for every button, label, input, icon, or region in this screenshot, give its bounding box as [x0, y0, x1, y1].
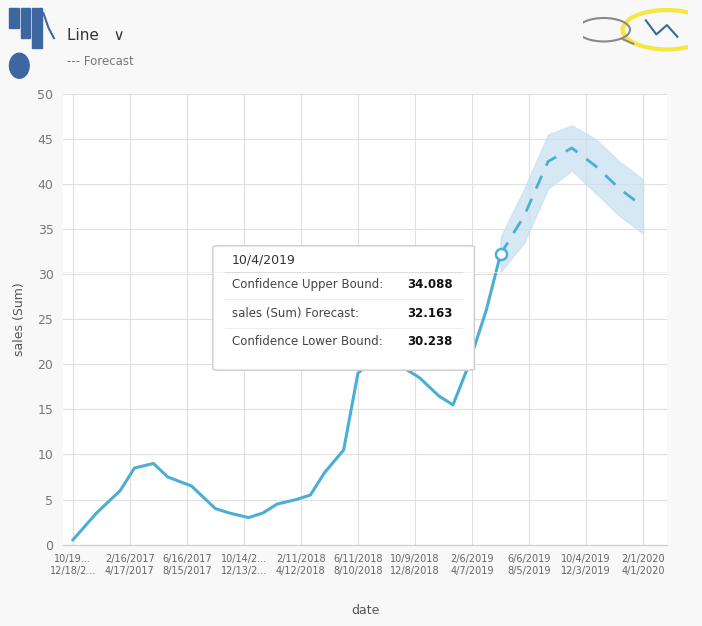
Bar: [32, 8, 42, 48]
Bar: [9, 8, 19, 28]
FancyBboxPatch shape: [213, 246, 475, 370]
Text: --- Forecast: --- Forecast: [67, 55, 133, 68]
Text: 30.238: 30.238: [408, 336, 453, 349]
Text: 34.088: 34.088: [407, 278, 453, 290]
Text: sales (Sum) Forecast:: sales (Sum) Forecast:: [232, 307, 359, 319]
Text: Confidence Lower Bound:: Confidence Lower Bound:: [232, 336, 383, 349]
Y-axis label: sales (Sum): sales (Sum): [13, 282, 27, 356]
Text: Confidence Upper Bound:: Confidence Upper Bound:: [232, 278, 383, 290]
X-axis label: date: date: [351, 603, 379, 617]
Text: 10/4/2019: 10/4/2019: [232, 254, 296, 267]
Bar: [21, 8, 30, 38]
Circle shape: [10, 53, 29, 78]
Text: 32.163: 32.163: [408, 307, 453, 319]
Text: Line   ∨: Line ∨: [67, 28, 124, 43]
